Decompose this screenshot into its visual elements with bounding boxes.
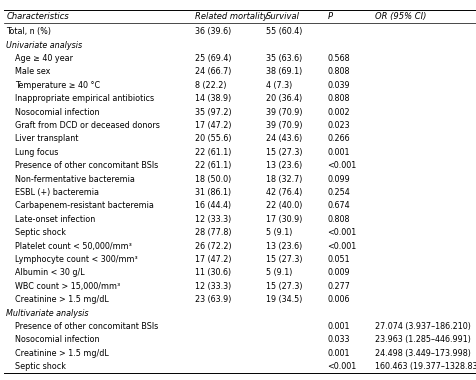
Text: 42 (76.4): 42 (76.4) — [265, 188, 302, 197]
Text: 19 (34.5): 19 (34.5) — [265, 295, 302, 304]
Text: 0.568: 0.568 — [327, 54, 349, 63]
Text: 17 (30.9): 17 (30.9) — [265, 215, 302, 224]
Text: 0.001: 0.001 — [327, 322, 349, 331]
Text: 0.277: 0.277 — [327, 282, 349, 291]
Text: 5 (9.1): 5 (9.1) — [265, 268, 292, 277]
Text: 14 (38.9): 14 (38.9) — [195, 94, 231, 103]
Text: Presence of other concomitant BSIs: Presence of other concomitant BSIs — [15, 161, 158, 170]
Text: 27.074 (3.937–186.210): 27.074 (3.937–186.210) — [374, 322, 469, 331]
Text: 0.002: 0.002 — [327, 108, 349, 117]
Text: Lung focus: Lung focus — [15, 148, 58, 157]
Text: 160.463 (19.377–1328.831): 160.463 (19.377–1328.831) — [374, 362, 476, 371]
Text: 39 (70.9): 39 (70.9) — [265, 121, 302, 130]
Text: 0.266: 0.266 — [327, 135, 349, 143]
Text: Male sex: Male sex — [15, 67, 50, 76]
Text: 17 (47.2): 17 (47.2) — [195, 255, 231, 264]
Text: 0.099: 0.099 — [327, 174, 349, 184]
Text: 0.009: 0.009 — [327, 268, 349, 277]
Text: 17 (47.2): 17 (47.2) — [195, 121, 231, 130]
Text: 24.498 (3.449–173.998): 24.498 (3.449–173.998) — [374, 349, 469, 358]
Text: 39 (70.9): 39 (70.9) — [265, 108, 302, 117]
Text: 35 (63.6): 35 (63.6) — [265, 54, 301, 63]
Text: Lymphocyte count < 300/mm³: Lymphocyte count < 300/mm³ — [15, 255, 137, 264]
Text: 20 (36.4): 20 (36.4) — [265, 94, 301, 103]
Text: Graft from DCD or deceased donors: Graft from DCD or deceased donors — [15, 121, 159, 130]
Text: P: P — [327, 12, 332, 21]
Text: 15 (27.3): 15 (27.3) — [265, 148, 302, 157]
Text: <0.001: <0.001 — [327, 161, 356, 170]
Text: WBC count > 15,000/mm³: WBC count > 15,000/mm³ — [15, 282, 120, 291]
Text: <0.001: <0.001 — [327, 242, 356, 250]
Text: <0.001: <0.001 — [327, 228, 356, 237]
Text: Nosocomial infection: Nosocomial infection — [15, 108, 99, 117]
Text: 0.006: 0.006 — [327, 295, 349, 304]
Text: 8 (22.2): 8 (22.2) — [195, 81, 226, 90]
Text: 12 (33.3): 12 (33.3) — [195, 282, 231, 291]
Text: 0.808: 0.808 — [327, 215, 349, 224]
Text: Multivariate analysis: Multivariate analysis — [6, 309, 89, 318]
Text: Presence of other concomitant BSIs: Presence of other concomitant BSIs — [15, 322, 158, 331]
Text: 22 (61.1): 22 (61.1) — [195, 148, 231, 157]
Text: 5 (9.1): 5 (9.1) — [265, 228, 292, 237]
Text: 0.674: 0.674 — [327, 201, 349, 211]
Text: Carbapenem-resistant bacteremia: Carbapenem-resistant bacteremia — [15, 201, 153, 211]
Text: 0.001: 0.001 — [327, 349, 349, 358]
Text: 0.808: 0.808 — [327, 67, 349, 76]
Text: ESBL (+) bacteremia: ESBL (+) bacteremia — [15, 188, 99, 197]
Text: Liver transplant: Liver transplant — [15, 135, 78, 143]
Text: 23.963 (1.285–446.991): 23.963 (1.285–446.991) — [374, 336, 469, 344]
Text: Age ≥ 40 year: Age ≥ 40 year — [15, 54, 73, 63]
Text: Non-fermentative bacteremia: Non-fermentative bacteremia — [15, 174, 134, 184]
Text: 13 (23.6): 13 (23.6) — [265, 161, 301, 170]
Text: Septic shock: Septic shock — [15, 362, 66, 371]
Text: Univariate analysis: Univariate analysis — [6, 41, 82, 49]
Text: OR (95% CI): OR (95% CI) — [374, 12, 425, 21]
Text: 28 (77.8): 28 (77.8) — [195, 228, 231, 237]
Text: Nosocomial infection: Nosocomial infection — [15, 336, 99, 344]
Text: Creatinine > 1.5 mg/dL: Creatinine > 1.5 mg/dL — [15, 349, 108, 358]
Text: 12 (33.3): 12 (33.3) — [195, 215, 231, 224]
Text: 31 (86.1): 31 (86.1) — [195, 188, 231, 197]
Text: 0.051: 0.051 — [327, 255, 349, 264]
Text: 15 (27.3): 15 (27.3) — [265, 255, 302, 264]
Text: 15 (27.3): 15 (27.3) — [265, 282, 302, 291]
Text: Creatinine > 1.5 mg/dL: Creatinine > 1.5 mg/dL — [15, 295, 108, 304]
Text: 4 (7.3): 4 (7.3) — [265, 81, 291, 90]
Text: 0.039: 0.039 — [327, 81, 349, 90]
Text: 0.808: 0.808 — [327, 94, 349, 103]
Text: 20 (55.6): 20 (55.6) — [195, 135, 231, 143]
Text: Septic shock: Septic shock — [15, 228, 66, 237]
Text: 16 (44.4): 16 (44.4) — [195, 201, 231, 211]
Text: Albumin < 30 g/L: Albumin < 30 g/L — [15, 268, 84, 277]
Text: 25 (69.4): 25 (69.4) — [195, 54, 231, 63]
Text: 26 (72.2): 26 (72.2) — [195, 242, 231, 250]
Text: 0.033: 0.033 — [327, 336, 349, 344]
Text: 0.001: 0.001 — [327, 148, 349, 157]
Text: Total, n (%): Total, n (%) — [6, 27, 51, 36]
Text: 22 (40.0): 22 (40.0) — [265, 201, 302, 211]
Text: 18 (50.0): 18 (50.0) — [195, 174, 231, 184]
Text: 23 (63.9): 23 (63.9) — [195, 295, 231, 304]
Text: Characteristics: Characteristics — [6, 12, 69, 21]
Text: 18 (32.7): 18 (32.7) — [265, 174, 302, 184]
Text: 36 (39.6): 36 (39.6) — [195, 27, 231, 36]
Text: Platelet count < 50,000/mm³: Platelet count < 50,000/mm³ — [15, 242, 131, 250]
Text: 11 (30.6): 11 (30.6) — [195, 268, 231, 277]
Text: 35 (97.2): 35 (97.2) — [195, 108, 231, 117]
Text: 24 (43.6): 24 (43.6) — [265, 135, 301, 143]
Text: Survival: Survival — [265, 12, 299, 21]
Text: 24 (66.7): 24 (66.7) — [195, 67, 231, 76]
Text: 0.254: 0.254 — [327, 188, 349, 197]
Text: Related mortality: Related mortality — [195, 12, 268, 21]
Text: Inappropriate empirical antibiotics: Inappropriate empirical antibiotics — [15, 94, 154, 103]
Text: 22 (61.1): 22 (61.1) — [195, 161, 231, 170]
Text: Temperature ≥ 40 °C: Temperature ≥ 40 °C — [15, 81, 99, 90]
Text: Late-onset infection: Late-onset infection — [15, 215, 95, 224]
Text: 0.023: 0.023 — [327, 121, 349, 130]
Text: 13 (23.6): 13 (23.6) — [265, 242, 301, 250]
Text: 55 (60.4): 55 (60.4) — [265, 27, 302, 36]
Text: 38 (69.1): 38 (69.1) — [265, 67, 301, 76]
Text: <0.001: <0.001 — [327, 362, 356, 371]
